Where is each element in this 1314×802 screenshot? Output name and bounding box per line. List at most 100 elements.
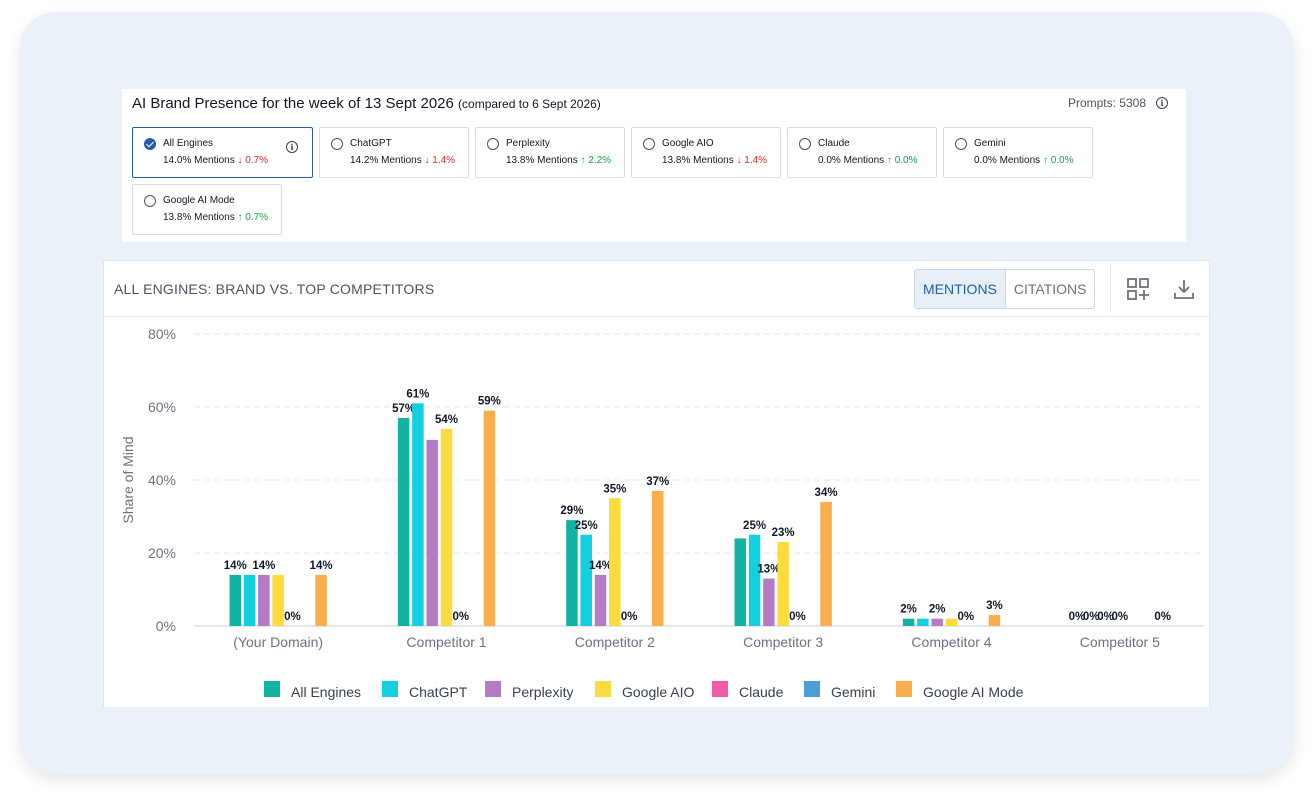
data-label: 57% xyxy=(392,403,415,415)
legend-label: Gemini xyxy=(831,684,875,700)
engine-radio[interactable] xyxy=(144,138,156,150)
info-icon[interactable]: i xyxy=(1156,97,1168,109)
data-label: 37% xyxy=(646,476,669,488)
bar-google-aio xyxy=(945,618,958,626)
bar-chart: 0% 20% 40% 60% 80% Share of Mind 14% 14% 0% 14% (Y… xyxy=(120,326,1204,700)
citations-toggle-button[interactable]: CITATIONS xyxy=(1013,281,1087,297)
bar-google-aio xyxy=(777,542,789,626)
data-label: 0% xyxy=(1097,611,1114,623)
engine-name: All Engines xyxy=(163,138,214,149)
data-label: 25% xyxy=(575,520,598,532)
engine-card-gemini[interactable]: Gemini 0.0% Mentions ↑ 0.0% xyxy=(943,127,1093,178)
y-tick-label: 0% xyxy=(156,618,176,634)
bar-google-ai-mode xyxy=(988,615,1001,626)
prompts-label: Prompts: 5308 xyxy=(1067,96,1146,110)
engine-name: Google AIO xyxy=(662,138,714,149)
engine-radio[interactable] xyxy=(799,138,811,150)
data-label: 0% xyxy=(452,611,469,623)
bar-all-engines xyxy=(734,538,747,626)
mentions-change: ↑ 2.2% xyxy=(580,155,612,166)
engine-radio[interactable] xyxy=(955,138,967,150)
mentions-value: 13.8% Mentions xyxy=(506,155,578,166)
legend-swatch xyxy=(485,681,501,697)
data-label: 0% xyxy=(957,611,974,623)
legend-label: Claude xyxy=(739,684,784,700)
bar-all-engines xyxy=(397,417,410,626)
data-label: 25% xyxy=(743,520,766,532)
engine-card-google-ai-mode[interactable]: Google AI Mode 13.8% Mentions ↑ 0.7% xyxy=(132,184,282,235)
brand-presence-panel: AI Brand Presence for the week of 13 Sep… xyxy=(122,89,1186,242)
legend-swatch xyxy=(804,681,820,697)
engine-card-perplexity[interactable]: Perplexity 13.8% Mentions ↑ 2.2% xyxy=(475,127,625,178)
download-icon[interactable] xyxy=(1172,277,1196,301)
engine-radio[interactable] xyxy=(331,138,343,150)
y-tick-label: 60% xyxy=(148,399,176,415)
bar-chatgpt xyxy=(748,534,761,626)
data-label: 14% xyxy=(252,560,275,572)
data-label: 0% xyxy=(621,611,638,623)
engine-card-claude[interactable]: Claude 0.0% Mentions ↑ 0.0% xyxy=(787,127,937,178)
bar-chatgpt xyxy=(917,618,929,626)
engine-name: Claude xyxy=(818,138,850,149)
y-tick-label: 80% xyxy=(148,326,176,342)
bar-all-engines xyxy=(566,520,578,626)
bar-google-ai-mode xyxy=(651,490,664,626)
bar-all-engines xyxy=(902,618,915,626)
engine-card-google-aio[interactable]: Google AIO 13.8% Mentions ↓ 1.4% xyxy=(631,127,781,178)
mentions-toggle-button[interactable]: MENTIONS xyxy=(915,270,1006,308)
y-tick-label: 20% xyxy=(148,545,176,561)
data-label: 23% xyxy=(772,527,795,539)
legend-swatch xyxy=(896,681,912,697)
mentions-value: 14.2% Mentions xyxy=(350,155,422,166)
data-label: 35% xyxy=(603,483,626,495)
metric-toggle: MENTIONS CITATIONS xyxy=(914,269,1096,309)
chart-header: ALL ENGINES: BRAND VS. TOP COMPETITORS M… xyxy=(104,261,1209,317)
legend-swatch xyxy=(382,681,398,697)
data-label: 29% xyxy=(560,505,583,517)
engine-radio[interactable] xyxy=(487,138,499,150)
presence-title-text: AI Brand Presence for the week of 13 Sep… xyxy=(132,95,454,112)
bar-perplexity xyxy=(426,439,438,626)
mentions-change: ↑ 0.0% xyxy=(886,155,918,166)
data-label: 14% xyxy=(310,560,333,572)
mentions-change: ↓ 1.4% xyxy=(424,155,456,166)
engine-name: Gemini xyxy=(974,138,1006,149)
add-widget-icon[interactable] xyxy=(1126,277,1150,301)
data-label: 0% xyxy=(1069,611,1086,623)
legend-swatch xyxy=(712,681,728,697)
bar-chatgpt xyxy=(412,403,424,626)
legend-label: Google AIO xyxy=(622,684,694,700)
mentions-change: ↑ 0.7% xyxy=(237,212,269,223)
engine-radio[interactable] xyxy=(144,195,156,207)
engine-card-all-engines[interactable]: All Engines 14.0% Mentions ↓ 0.7% i xyxy=(132,127,313,178)
data-label: 2% xyxy=(900,604,917,616)
mentions-value: 13.8% Mentions xyxy=(163,212,235,223)
legend-label: All Engines xyxy=(291,684,361,700)
chart-panel-title: ALL ENGINES: BRAND VS. TOP COMPETITORS xyxy=(114,281,435,297)
mentions-change: ↓ 0.7% xyxy=(237,155,269,166)
data-label: 0% xyxy=(1112,611,1129,623)
mentions-value: 0.0% Mentions xyxy=(818,155,885,166)
data-label: 14% xyxy=(224,560,247,572)
bar-chatgpt xyxy=(243,574,256,626)
x-tick-label: Competitor 5 xyxy=(1080,634,1160,650)
engine-card-chatgpt[interactable]: ChatGPT 14.2% Mentions ↓ 1.4% xyxy=(319,127,469,178)
legend-swatch xyxy=(264,681,280,697)
data-label: 61% xyxy=(406,388,429,400)
x-tick-label: Competitor 3 xyxy=(743,634,823,650)
engine-radio[interactable] xyxy=(643,138,655,150)
presence-title: AI Brand Presence for the week of 13 Sep… xyxy=(132,95,601,112)
data-label: 0% xyxy=(284,611,301,623)
engine-mentions: 13.8% Mentions ↑ 0.7% xyxy=(163,212,268,223)
data-label: 13% xyxy=(757,564,780,576)
mentions-value: 13.8% Mentions xyxy=(662,155,734,166)
legend-label: Perplexity xyxy=(512,684,573,700)
info-icon[interactable]: i xyxy=(286,141,298,153)
engine-mentions: 0.0% Mentions ↑ 0.0% xyxy=(818,155,918,166)
mentions-value: 14.0% Mentions xyxy=(163,155,235,166)
prompts-count: Prompts: 5308 i xyxy=(1068,96,1168,110)
engine-mentions: 14.2% Mentions ↓ 1.4% xyxy=(350,155,455,166)
data-label: 54% xyxy=(435,414,458,426)
mentions-value: 0.0% Mentions xyxy=(974,155,1041,166)
engine-mentions: 13.8% Mentions ↓ 1.4% xyxy=(662,155,767,166)
